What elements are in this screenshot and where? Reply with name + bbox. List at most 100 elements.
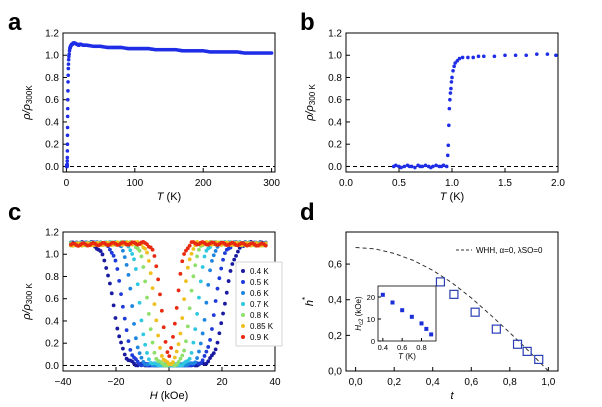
- data-point-a: [200, 48, 204, 53]
- data-point-d: [449, 289, 459, 299]
- data-point-c: [146, 357, 151, 362]
- data-point-c: [208, 356, 212, 360]
- data-point-c: [215, 286, 220, 291]
- data-point-b: [535, 52, 539, 56]
- x-tick-label-c: −40: [55, 377, 72, 388]
- data-point-b: [448, 91, 453, 95]
- y-tick-label-b: 0.4: [328, 117, 342, 128]
- data-point-a: [65, 114, 70, 119]
- data-point-a: [65, 142, 70, 146]
- data-point-a: [179, 48, 184, 53]
- y-axis-label-c: ρ/ρ300 K: [21, 283, 34, 321]
- data-point-c: [217, 331, 222, 336]
- data-point-c: [120, 248, 125, 253]
- data-point-c: [223, 301, 227, 306]
- data-point-c: [189, 350, 194, 355]
- y-tick-label-a: 1.0: [45, 51, 59, 62]
- data-point-b: [457, 56, 462, 61]
- data-point-b: [503, 53, 507, 58]
- data-point-a: [254, 51, 259, 55]
- data-point-b: [444, 164, 449, 169]
- data-point-c: [158, 346, 162, 350]
- data-point-c: [152, 350, 157, 355]
- data-point-c: [206, 359, 211, 364]
- y-tick-label-d: 0,6: [328, 260, 342, 271]
- data-point-c: [120, 304, 125, 309]
- y-tick-label-c: 0.8: [45, 272, 59, 283]
- data-point-c: [148, 271, 153, 276]
- data-point-a: [124, 46, 129, 51]
- y-tick-label-a: 0.0: [45, 162, 59, 173]
- data-point-c: [154, 264, 159, 269]
- legend-entry-c: 0.4 K: [250, 267, 269, 276]
- inset-data-point: [424, 326, 429, 331]
- data-point-c: [206, 345, 211, 349]
- data-point-c: [187, 356, 192, 361]
- y-tick-label-a: 0.8: [45, 73, 59, 84]
- data-point-b: [471, 55, 476, 60]
- data-point-c: [132, 257, 136, 262]
- data-point-c: [163, 339, 168, 344]
- data-point-c: [228, 245, 233, 250]
- y-tick-label-b: 0.2: [328, 140, 342, 151]
- data-point-c: [232, 257, 237, 262]
- data-point-c: [143, 279, 148, 284]
- data-point-c: [113, 316, 118, 320]
- x-tick-label-d: 0,8: [503, 377, 517, 388]
- data-point-c: [193, 327, 198, 332]
- data-point-c: [193, 263, 198, 268]
- inset-y-tick-label: 20: [367, 293, 375, 302]
- y-axis-label-b: ρ/ρ300 K: [304, 84, 317, 122]
- data-point-c: [139, 355, 144, 360]
- data-point-a: [97, 44, 102, 49]
- data-point-c: [182, 252, 187, 256]
- y-tick-label-c: 1.2: [45, 228, 59, 239]
- data-point-b: [492, 54, 497, 59]
- data-point-c: [130, 252, 135, 256]
- inset-y-label: Hc2 (kOe): [354, 296, 365, 331]
- inset-x-label: T (K): [398, 352, 416, 361]
- data-point-c: [189, 251, 194, 256]
- data-point-c: [230, 262, 235, 266]
- data-point-c: [198, 341, 203, 346]
- data-point-b: [399, 165, 403, 170]
- data-point-a: [67, 52, 71, 56]
- x-tick-label-b: 0.5: [392, 178, 406, 189]
- data-point-c: [106, 273, 110, 278]
- data-point-b: [447, 123, 451, 128]
- data-point-c: [210, 327, 214, 331]
- y-tick-label-b: 1.2: [328, 29, 342, 40]
- data-point-c: [156, 277, 161, 282]
- data-point-b: [446, 143, 451, 148]
- inset-y-tick-label: 10: [367, 315, 375, 324]
- data-point-c: [236, 249, 240, 254]
- data-point-c: [150, 340, 155, 345]
- data-point-c: [143, 246, 148, 251]
- data-point-b: [513, 53, 518, 58]
- data-point-c: [158, 292, 162, 297]
- data-point-c: [109, 250, 114, 255]
- data-point-b: [453, 61, 457, 65]
- data-point-c: [180, 259, 185, 264]
- data-point-c: [161, 325, 166, 330]
- legend-entry-c: 0.9 K: [250, 333, 269, 342]
- data-point-a: [65, 97, 70, 102]
- data-point-c: [128, 286, 133, 291]
- inset-frame: [377, 285, 437, 342]
- x-axis-label-b: T (K): [440, 191, 464, 203]
- inset-data-point: [380, 292, 385, 297]
- data-point-c: [169, 345, 174, 350]
- data-point-a: [193, 48, 197, 53]
- y-tick-label-b: 1.0: [328, 51, 342, 62]
- legend-marker-c: [241, 269, 245, 273]
- data-point-c: [108, 247, 112, 252]
- y-tick-label-d: 0,4: [328, 295, 342, 306]
- plot-frame-d: [345, 231, 559, 372]
- data-point-a: [165, 47, 170, 52]
- data-point-c: [180, 316, 185, 320]
- inset-data-point: [429, 332, 434, 337]
- data-point-c: [115, 326, 120, 331]
- panel-label-d: d: [300, 199, 315, 226]
- data-point-c: [104, 266, 109, 270]
- data-point-b: [431, 164, 435, 169]
